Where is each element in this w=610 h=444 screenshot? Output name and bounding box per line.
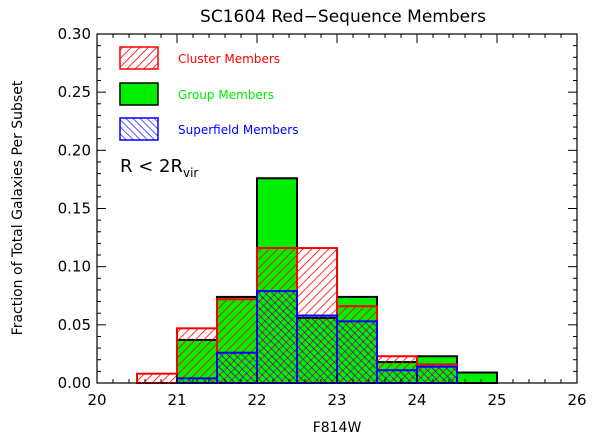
y-tick-label: 0.30: [58, 25, 91, 43]
y-axis-ticks: 0.00 0.05 0.10 0.15 0.20 0.25 0.30: [58, 25, 577, 392]
x-tick-label: 22: [247, 391, 266, 409]
y-axis-label: Fraction of Total Galaxies Per Subset: [10, 80, 26, 335]
x-tick-label: 24: [407, 391, 426, 409]
group-members-legend-swatch: [119, 82, 159, 106]
y-tick-label: 0.00: [58, 374, 91, 392]
x-axis-ticks: 20 21 22 23 24 25 26: [87, 34, 587, 409]
y-tick-label: 0.25: [58, 83, 91, 101]
svg-text:R < 2Rvir: R < 2Rvir: [120, 156, 198, 180]
superfield-members-bar: [296, 314, 338, 385]
cluster-members-bar: [176, 327, 218, 384]
radius-annotation: R < 2Rvir: [120, 156, 198, 180]
x-axis-label: F814W: [313, 420, 362, 436]
y-tick-label: 0.20: [58, 141, 91, 159]
superfield-members-bars: [176, 290, 458, 385]
x-tick-label: 25: [487, 391, 506, 409]
superfield-members-bar: [376, 369, 418, 385]
cluster-members-legend-label: Cluster Members: [178, 52, 280, 66]
x-tick-label: 23: [327, 391, 346, 409]
legend: Cluster Members Group Members Superfield M…: [119, 46, 298, 141]
chart-title: SC1604 Red−Sequence Members: [200, 7, 486, 27]
x-tick-label: 26: [567, 391, 586, 409]
cluster-members-legend-swatch: [119, 46, 159, 70]
superfield-members-bar: [176, 377, 218, 385]
superfield-members-bar: [336, 320, 378, 384]
superfield-members-legend-label: Superfield Members: [178, 123, 298, 137]
y-tick-label: 0.15: [58, 200, 91, 218]
group-members-legend-label: Group Members: [178, 88, 274, 102]
superfield-members-legend-swatch: [119, 117, 159, 141]
x-tick-label: 21: [167, 391, 186, 409]
cluster-members-bar: [136, 372, 178, 384]
group-members-bar: [456, 371, 498, 384]
annotation-subscript: vir: [183, 166, 198, 180]
superfield-members-bar: [216, 351, 258, 384]
superfield-members-bar: [256, 290, 298, 385]
y-tick-label: 0.05: [58, 316, 91, 334]
y-tick-label: 0.10: [58, 258, 91, 276]
superfield-members-bar: [416, 365, 458, 385]
annotation-text: R < 2R: [120, 156, 183, 177]
x-tick-label: 20: [87, 391, 106, 409]
